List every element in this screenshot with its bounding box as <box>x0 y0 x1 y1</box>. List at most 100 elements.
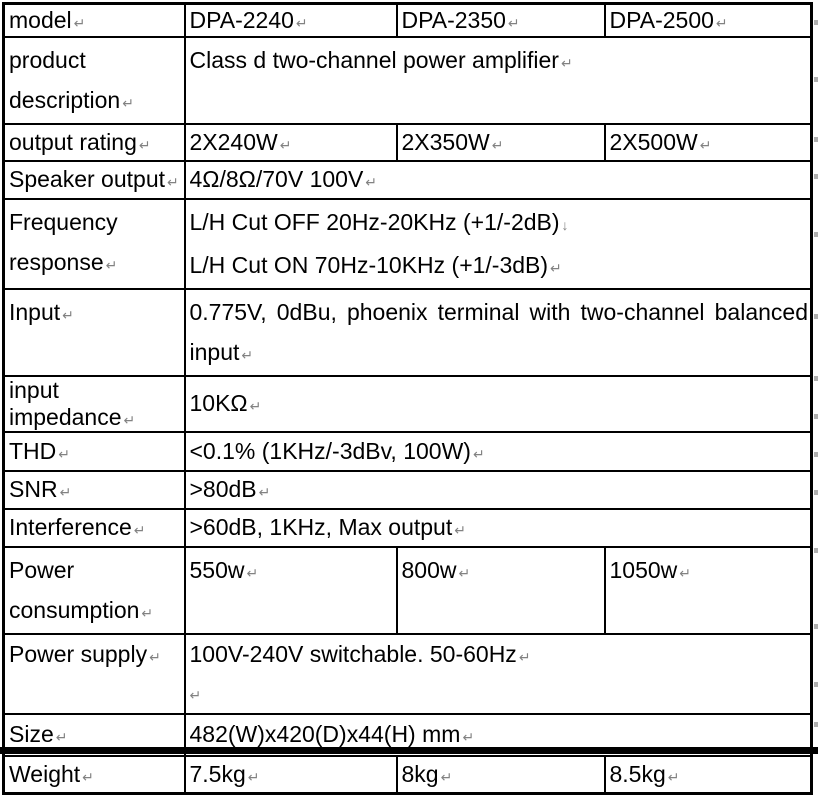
thd-label-cell: THD ↵ <box>2 430 186 472</box>
row-end-mark <box>814 452 818 457</box>
value-line-2: ↵ <box>189 675 809 712</box>
line-break-mark: ↓ <box>561 216 569 233</box>
row-end-mark <box>814 624 818 629</box>
input-value-1: 0.775V, 0dBu, phoenix terminal with two-… <box>189 298 809 325</box>
weight-value-cell-1: 7.5kg ↵ <box>183 754 398 795</box>
product-description-label-word-1: product <box>9 46 86 73</box>
row-end-mark <box>814 174 818 179</box>
power-consumption-value-cell-2: 800w ↵ <box>395 545 606 635</box>
paragraph-mark: ↵ <box>258 484 271 500</box>
output-rating-label-cell: output rating ↵ <box>2 122 186 162</box>
thd-label: THD <box>9 437 57 464</box>
output-rating-value-cell-2: 2X350W ↵ <box>395 122 606 162</box>
input-label-cell: Input ↵ <box>2 287 186 377</box>
weight-value-2: 8kg <box>401 760 439 787</box>
paragraph-mark: ↵ <box>55 729 68 745</box>
paragraph-mark: ↵ <box>189 686 202 703</box>
row-end-mark <box>814 77 818 82</box>
interference-label-cell: Interference ↵ <box>2 507 186 548</box>
row-thd: THD ↵ <0.1% (1KHz/-3dBv, 100W) ↵ <box>2 430 813 472</box>
row-end-mark <box>814 376 818 381</box>
paragraph-mark: ↵ <box>246 564 259 581</box>
power-supply-value-cell: 100V-240V switchable. 50-60Hz ↵ ↵ <box>183 632 813 715</box>
label-line-2: description ↵ <box>9 80 182 122</box>
snr-label-cell: SNR ↵ <box>2 469 186 510</box>
weight-value-cell-2: 8kg ↵ <box>395 754 606 795</box>
paragraph-mark: ↵ <box>62 306 74 323</box>
power-consumption-value-1: 550w <box>189 556 245 583</box>
paragraph-mark: ↵ <box>133 522 146 538</box>
model-value-cell-1: DPA-2240 ↵ <box>183 2 398 38</box>
row-end-mark <box>814 232 818 237</box>
input-impedance-value: 10KΩ <box>189 390 248 416</box>
paragraph-mark: ↵ <box>59 484 72 500</box>
row-end-mark <box>814 137 818 142</box>
paragraph-mark: ↵ <box>550 259 562 276</box>
interference-value: >60dB, 1KHz, Max output <box>189 514 453 540</box>
label-line-1: product <box>9 40 182 80</box>
model-label-cell: model ↵ <box>2 2 186 38</box>
weight-label: Weight <box>9 760 81 787</box>
product-description-label-word-2: description <box>9 86 121 113</box>
output-rating-value-2: 2X350W <box>401 128 490 155</box>
power-consumption-value-2: 800w <box>401 556 457 583</box>
frequency-response-value-cell: L/H Cut OFF 20Hz-20KHz (+1/-2dB) ↓ L/H Cu… <box>183 197 813 290</box>
paragraph-mark: ↵ <box>472 445 485 462</box>
value-line-2: L/H Cut ON 70Hz-10KHz (+1/-3dB) ↵ <box>189 245 809 287</box>
row-power-consumption: Power consumption ↵ 550w ↵ 800w ↵ 1050w ↵ <box>2 545 813 635</box>
row-interference: Interference ↵ >60dB, 1KHz, Max output ↵ <box>2 507 813 548</box>
output-rating-value-cell-1: 2X240W ↵ <box>183 122 398 162</box>
row-input: Input ↵ 0.775V, 0dBu, phoenix terminal wi… <box>2 287 813 377</box>
value-line-1: 100V-240V switchable. 50-60Hz ↵ <box>190 637 809 675</box>
value-line: 1050w ↵ <box>610 550 809 593</box>
paragraph-mark: ↵ <box>149 648 161 665</box>
value-line: Class d two-channel power amplifier ↵ <box>190 40 809 83</box>
value-line-1: 0.775V, 0dBu, phoenix terminal with two-… <box>190 292 809 332</box>
weight-value-1: 7.5kg <box>189 760 246 787</box>
output-rating-label: output rating <box>9 128 137 155</box>
frequency-response-value-1: L/H Cut OFF 20Hz-20KHz (+1/-2dB) <box>189 208 560 235</box>
row-output-rating: output rating ↵ 2X240W ↵ 2X350W ↵ 2X500W ↵ <box>2 122 813 162</box>
frequency-response-value-2: L/H Cut ON 70Hz-10KHz (+1/-3dB) <box>189 251 549 278</box>
row-product-description: product description ↵ Class d two-channel… <box>2 35 813 125</box>
paragraph-mark: ↵ <box>105 256 118 273</box>
row-end-mark <box>814 722 818 727</box>
model-label: model <box>9 6 72 33</box>
product-description-value: Class d two-channel power amplifier <box>189 46 559 73</box>
input-impedance-value-cell: 10KΩ ↵ <box>183 374 813 433</box>
label-line: Input ↵ <box>9 292 182 335</box>
frequency-response-label-word-1: Frequency <box>9 208 118 235</box>
paragraph-mark: ↵ <box>462 729 475 745</box>
thd-value: <0.1% (1KHz/-3dBv, 100W) <box>189 437 471 464</box>
power-consumption-label-word-2: consumption <box>9 596 140 623</box>
input-value-cell: 0.775V, 0dBu, phoenix terminal with two-… <box>183 287 813 377</box>
power-consumption-label-cell: Power consumption ↵ <box>2 545 186 635</box>
snr-value-cell: >80dB ↵ <box>183 469 813 510</box>
power-consumption-value-3: 1050w <box>609 556 678 583</box>
paragraph-mark: ↵ <box>141 604 154 621</box>
label-line-2: consumption ↵ <box>9 590 182 632</box>
label-line-2: response ↵ <box>9 242 182 285</box>
row-end-mark <box>814 414 818 419</box>
row-frequency-response: Frequency response ↵ L/H Cut OFF 20Hz-20K… <box>2 197 813 290</box>
thd-value-cell: <0.1% (1KHz/-3dBv, 100W) ↵ <box>183 430 813 472</box>
paragraph-mark: ↵ <box>699 136 712 153</box>
row-input-impedance: input impedance ↵ 10KΩ ↵ <box>2 374 813 433</box>
interference-label: Interference <box>9 514 132 540</box>
model-value-1: DPA-2240 <box>189 6 294 33</box>
snr-label: SNR <box>9 476 58 502</box>
power-supply-value: 100V-240V switchable. 50-60Hz <box>189 640 517 667</box>
product-description-label-cell: product description ↵ <box>2 35 186 125</box>
row-end-mark <box>814 682 818 687</box>
row-end-mark <box>814 314 818 319</box>
row-snr: SNR ↵ >80dB ↵ <box>2 469 813 510</box>
paragraph-mark: ↵ <box>440 768 453 785</box>
paragraph-mark: ↵ <box>295 14 308 31</box>
label-line-1: Frequency <box>9 202 182 242</box>
paragraph-mark: ↵ <box>491 136 504 153</box>
paragraph-mark: ↵ <box>458 564 471 581</box>
row-model: model ↵ DPA-2240 ↵ DPA-2350 ↵ DPA-2500 ↵ <box>2 2 813 38</box>
speaker-output-value-cell: 4Ω/8Ω/70V 100V ↵ <box>183 159 813 200</box>
input-value-2: input <box>189 338 240 365</box>
